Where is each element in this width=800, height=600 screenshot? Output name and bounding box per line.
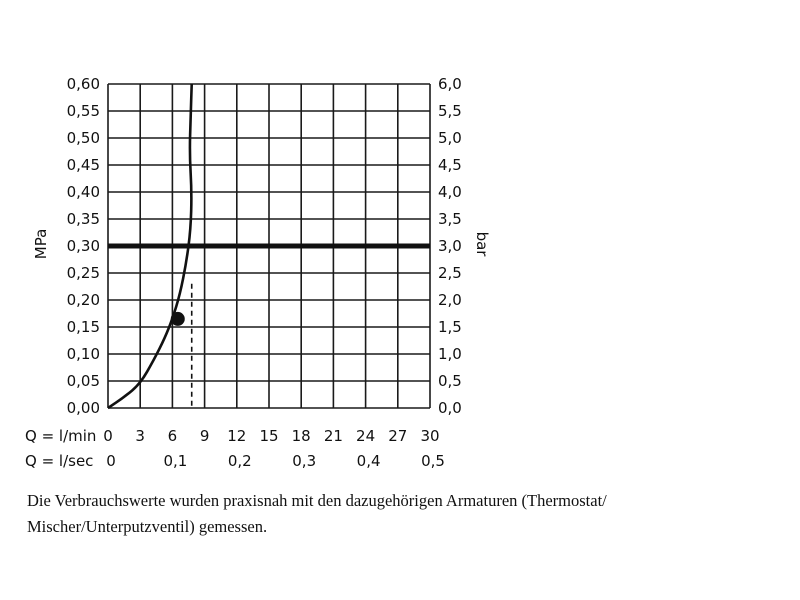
- left-axis-label: MPa: [32, 229, 50, 260]
- x-tick-label-lmin: 24: [356, 427, 375, 445]
- right-tick-label: 1,0: [438, 345, 462, 363]
- caption-line-2: Mischer/Unterputzventil) gemessen.: [27, 517, 268, 536]
- right-tick-label: 5,0: [438, 129, 462, 147]
- x-tick-label-lsec: 0,4: [357, 452, 381, 470]
- pressure-flow-chart: 0,000,050,100,150,200,250,300,350,400,45…: [25, 75, 491, 470]
- caption-line-1: Die Verbrauchswerte wurden praxisnah mit…: [27, 491, 607, 510]
- x-tick-label-lmin: 3: [135, 427, 145, 445]
- data-series: [107, 83, 194, 410]
- x-tick-label-lsec: 0: [106, 452, 116, 470]
- right-tick-label: 1,5: [438, 318, 462, 336]
- right-tick-label: 6,0: [438, 75, 462, 93]
- right-tick-label: 4,0: [438, 183, 462, 201]
- caption: Die Verbrauchswerte wurden praxisnah mit…: [27, 488, 767, 540]
- right-axis-ticks: 0,0 0,5 1,0 1,5 2,0 2,5 3,0 3,5 4,0 4,5 5,0 5,5 6,0: [438, 75, 462, 417]
- left-tick-label: 0,20: [67, 291, 100, 309]
- x-axis-label-lsec: Q = l/sec: [25, 452, 93, 470]
- x-axis-ticks: 0 3 6 9 12 15 18 21 24 27 30 0 0,1 0,2 0,3 0,4 0,5: [103, 427, 445, 470]
- x-tick-label-lmin: 27: [388, 427, 407, 445]
- x-tick-label-lmin: 0: [103, 427, 113, 445]
- right-tick-label: 4,5: [438, 156, 462, 174]
- x-tick-label-lsec: 0,5: [421, 452, 445, 470]
- right-tick-label: 3,0: [438, 237, 462, 255]
- x-axis-label-lmin: Q = l/min: [25, 427, 96, 445]
- right-tick-label: 0,5: [438, 372, 462, 390]
- x-tick-label-lmin: 9: [200, 427, 210, 445]
- x-tick-label-lmin: 6: [168, 427, 178, 445]
- left-tick-label: 0,40: [67, 183, 100, 201]
- right-tick-label: 0,0: [438, 399, 462, 417]
- right-axis-label: bar: [473, 232, 491, 258]
- x-tick-label-lsec: 0,2: [228, 452, 252, 470]
- left-tick-label: 0,60: [67, 75, 100, 93]
- left-tick-label: 0,30: [67, 237, 100, 255]
- right-tick-label: 2,0: [438, 291, 462, 309]
- left-tick-label: 0,55: [67, 102, 100, 120]
- series-curve-0: [107, 83, 194, 410]
- left-axis-ticks: 0,00 0,05 0,10 0,15 0,20 0,25 0,30 0,35 0,40 0,45…: [67, 75, 100, 417]
- x-tick-label-lmin: 12: [227, 427, 246, 445]
- left-tick-label: 0,10: [67, 345, 100, 363]
- x-tick-label-lmin: 30: [420, 427, 439, 445]
- left-tick-label: 0,35: [67, 210, 100, 228]
- left-tick-label: 0,00: [67, 399, 100, 417]
- left-tick-label: 0,15: [67, 318, 100, 336]
- x-tick-label-lmin: 18: [292, 427, 311, 445]
- left-tick-label: 0,45: [67, 156, 100, 174]
- left-tick-label: 0,05: [67, 372, 100, 390]
- x-tick-label-lsec: 0,3: [292, 452, 316, 470]
- right-tick-label: 5,5: [438, 102, 462, 120]
- right-tick-label: 3,5: [438, 210, 462, 228]
- left-tick-label: 0,50: [67, 129, 100, 147]
- x-tick-label-lsec: 0,1: [163, 452, 187, 470]
- series-marker-0: [170, 311, 185, 326]
- right-tick-label: 2,5: [438, 264, 462, 282]
- x-tick-label-lmin: 21: [324, 427, 343, 445]
- left-tick-label: 0,25: [67, 264, 100, 282]
- x-tick-label-lmin: 15: [259, 427, 278, 445]
